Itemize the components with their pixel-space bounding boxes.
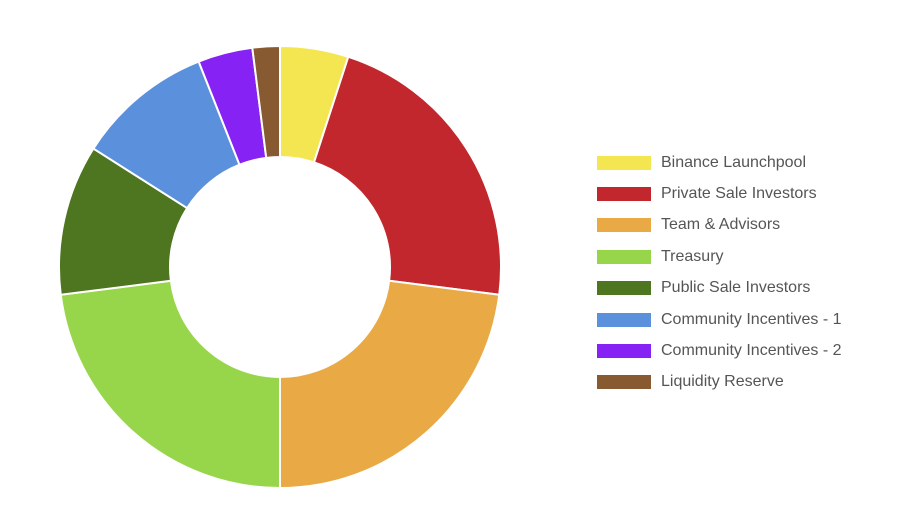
donut-slice[interactable] <box>59 279 281 490</box>
legend-label: Binance Launchpool <box>661 153 807 171</box>
legend-item[interactable]: Public Sale Investors <box>597 273 897 304</box>
donut-slice[interactable] <box>312 55 502 296</box>
legend-swatch <box>597 249 651 264</box>
legend-label: Team & Advisors <box>661 216 781 234</box>
legend-label: Private Sale Investors <box>661 185 817 203</box>
legend-swatch <box>597 218 651 233</box>
legend-swatch <box>597 344 651 359</box>
legend-label: Community Incentives - 1 <box>661 310 842 328</box>
legend-label: Public Sale Investors <box>661 279 811 297</box>
donut-slice[interactable] <box>279 279 501 490</box>
legend-item[interactable]: Community Incentives - 1 <box>597 304 897 335</box>
legend-label: Treasury <box>661 247 724 265</box>
legend-item[interactable]: Binance Launchpool <box>597 147 897 178</box>
legend-swatch <box>597 187 651 202</box>
legend-label: Liquidity Reserve <box>661 373 784 391</box>
legend-item[interactable]: Treasury <box>597 241 897 272</box>
legend-label: Community Incentives - 2 <box>661 342 842 360</box>
legend-item[interactable]: Private Sale Investors <box>597 178 897 209</box>
donut-slice[interactable] <box>251 44 281 159</box>
legend-item[interactable]: Team & Advisors <box>597 210 897 241</box>
legend-swatch <box>597 155 651 170</box>
legend-swatch <box>597 312 651 327</box>
chart-legend: Binance Launchpool Private Sale Investor… <box>597 147 897 398</box>
legend-swatch <box>597 375 651 390</box>
legend-item[interactable]: Community Incentives - 2 <box>597 335 897 366</box>
legend-item[interactable]: Liquidity Reserve <box>597 367 897 398</box>
legend-swatch <box>597 281 651 296</box>
